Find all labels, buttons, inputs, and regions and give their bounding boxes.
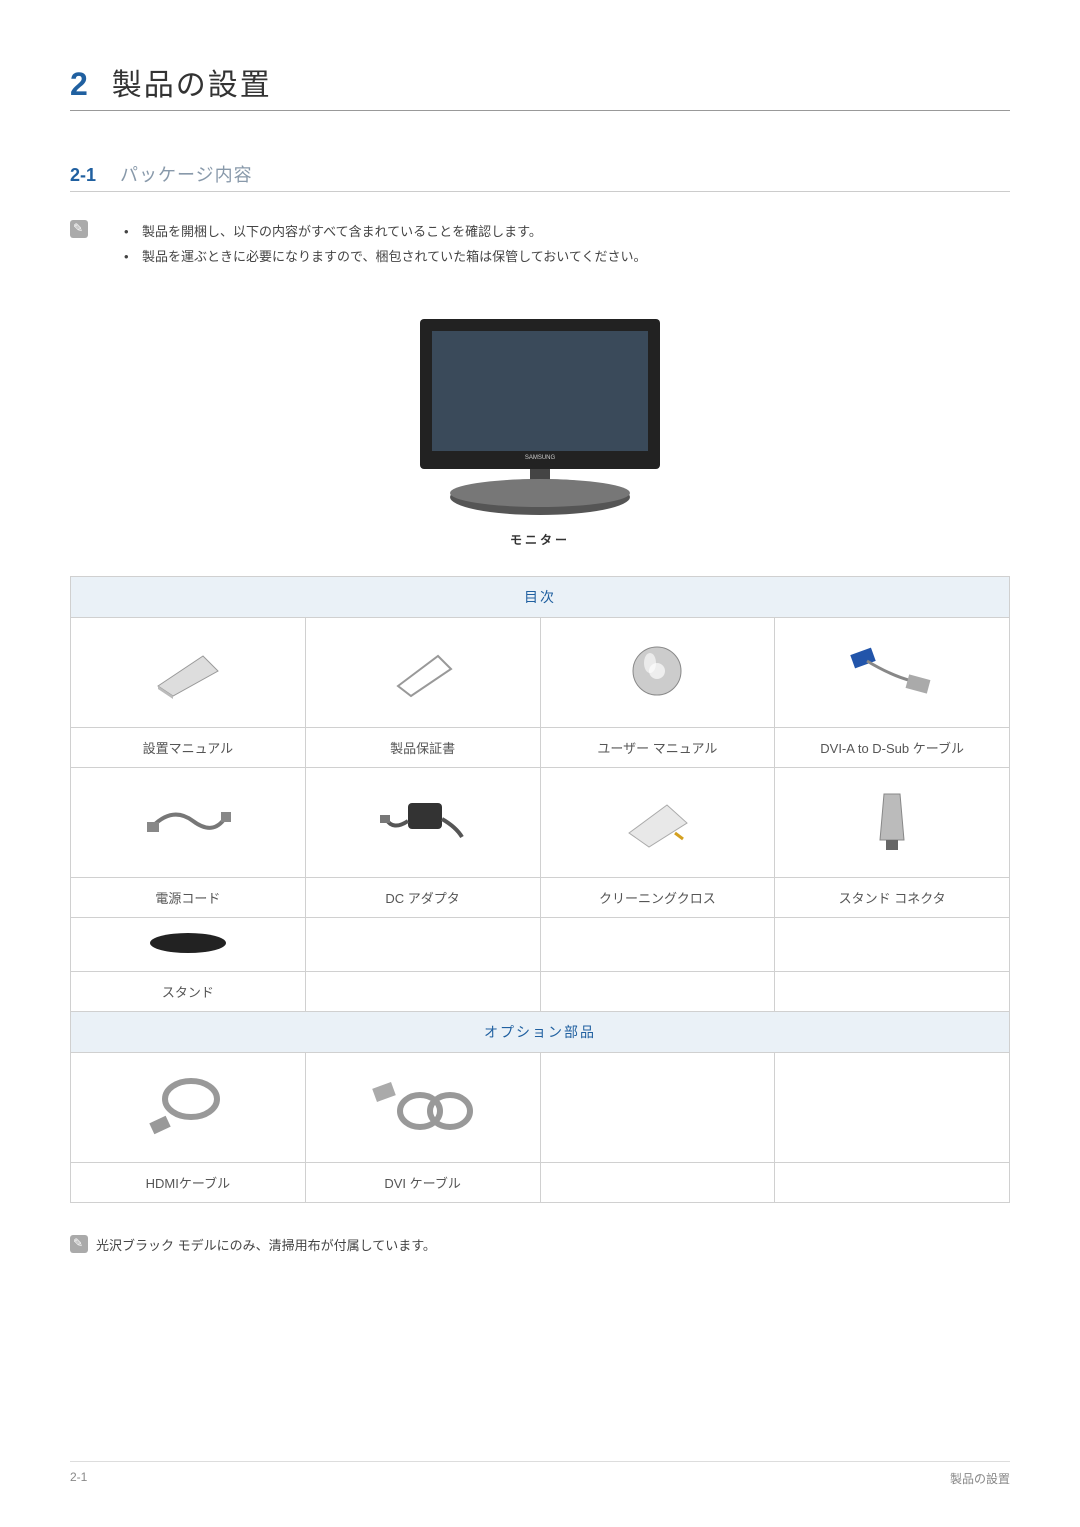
note-bullet: 製品を運ぶときに必要になりますので、梱包されていた箱は保管しておいてください。	[124, 245, 647, 270]
monitor-caption: モニター	[370, 531, 710, 548]
item-label	[775, 972, 1010, 1012]
footer-note-block: 光沢ブラック モデルにのみ、清掃用布が付属しています。	[70, 1235, 1010, 1254]
item-label: ユーザー マニュアル	[540, 728, 775, 768]
item-label: 製品保証書	[305, 728, 540, 768]
item-image	[540, 768, 775, 878]
item-image	[305, 768, 540, 878]
monitor-figure: SAMSUNG モニター	[370, 309, 710, 548]
monitor-icon: SAMSUNG	[390, 309, 690, 519]
svg-text:SAMSUNG: SAMSUNG	[525, 455, 556, 461]
item-label: DVI ケーブル	[305, 1163, 540, 1203]
note-bullet: 製品を開梱し、以下の内容がすべて含まれていることを確認します。	[124, 220, 647, 245]
chapter-number: 2	[70, 66, 88, 103]
item-label: クリーニングクロス	[540, 878, 775, 918]
item-image	[71, 1053, 306, 1163]
page-footer-right: 製品の設置	[950, 1470, 1010, 1487]
item-label: DVI-A to D-Sub ケーブル	[775, 728, 1010, 768]
item-label: DC アダプタ	[305, 878, 540, 918]
chapter-header: 2 製品の設置	[70, 60, 1010, 111]
item-image	[71, 918, 306, 972]
contents-table-header: 目次	[71, 577, 1010, 618]
note-icon	[70, 1235, 88, 1253]
item-image	[305, 1053, 540, 1163]
section-title: パッケージ内容	[120, 161, 253, 187]
item-image	[305, 618, 540, 728]
item-label	[305, 972, 540, 1012]
section-number: 2-1	[70, 165, 96, 186]
item-image	[775, 768, 1010, 878]
item-label: HDMIケーブル	[71, 1163, 306, 1203]
note-icon	[70, 220, 88, 238]
item-label: スタンド	[71, 972, 306, 1012]
item-image-empty	[305, 918, 540, 972]
item-image	[540, 618, 775, 728]
item-image	[71, 618, 306, 728]
item-label: 電源コード	[71, 878, 306, 918]
section-header: 2-1 パッケージ内容	[70, 161, 1010, 192]
note-bullets: 製品を開梱し、以下の内容がすべて含まれていることを確認します。 製品を運ぶときに…	[124, 220, 647, 269]
item-label	[775, 1163, 1010, 1203]
chapter-title: 製品の設置	[112, 60, 272, 104]
optional-table-header: オプション部品	[71, 1012, 1010, 1053]
top-note-block: 製品を開梱し、以下の内容がすべて含まれていることを確認します。 製品を運ぶときに…	[70, 220, 1010, 269]
item-image-empty	[775, 1053, 1010, 1163]
item-image	[775, 618, 1010, 728]
item-label	[540, 1163, 775, 1203]
footer-note-text: 光沢ブラック モデルにのみ、清掃用布が付属しています。	[96, 1235, 436, 1254]
item-image-empty	[775, 918, 1010, 972]
item-label: スタンド コネクタ	[775, 878, 1010, 918]
contents-table: 目次 設置マニュアル 製品保証書 ユーザー マニュアル DVI-A to D-S…	[70, 576, 1010, 1203]
page-footer: 2-1 製品の設置	[70, 1461, 1010, 1487]
item-image-empty	[540, 1053, 775, 1163]
item-image	[71, 768, 306, 878]
page-footer-left: 2-1	[70, 1470, 87, 1487]
item-image-empty	[540, 918, 775, 972]
item-label: 設置マニュアル	[71, 728, 306, 768]
item-label	[540, 972, 775, 1012]
